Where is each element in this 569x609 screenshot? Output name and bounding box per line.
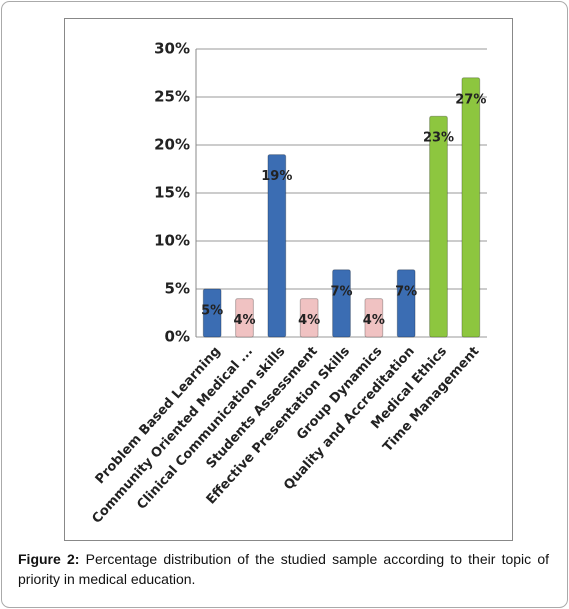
data-label: 7%	[330, 284, 352, 299]
data-label: 4%	[298, 313, 320, 328]
bar	[202, 288, 222, 338]
y-tick-label: 15%	[154, 184, 190, 202]
bar	[235, 298, 254, 338]
y-tick-label: 0%	[165, 328, 190, 346]
caption: Figure 2: Percentage distribution of the…	[18, 549, 549, 589]
y-tick-label: 20%	[154, 136, 190, 154]
bar	[299, 298, 319, 338]
caption-text: Percentage distribution of the studied s…	[18, 551, 550, 587]
data-label: 5%	[201, 304, 223, 319]
bar	[461, 77, 481, 338]
y-tick-label: 10%	[154, 232, 190, 250]
data-label: 7%	[395, 284, 417, 299]
y-tick-label: 5%	[165, 280, 190, 298]
y-tick-label: 25%	[154, 88, 190, 106]
data-label: 23%	[423, 131, 454, 146]
bar	[332, 269, 351, 338]
y-tick-label: 30%	[154, 40, 190, 58]
bar	[396, 269, 416, 338]
data-label: 4%	[233, 313, 255, 328]
bar	[364, 298, 384, 338]
bar	[267, 154, 287, 338]
bar	[429, 115, 448, 338]
data-label: 27%	[455, 92, 486, 107]
data-label: 19%	[261, 169, 292, 184]
caption-label: Figure 2:	[18, 551, 80, 567]
data-label: 4%	[363, 313, 385, 328]
